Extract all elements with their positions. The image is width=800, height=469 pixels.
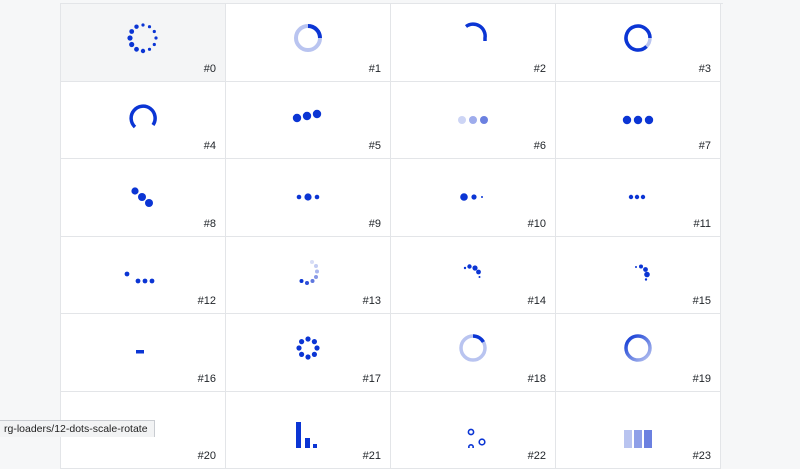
loader-label: #11 bbox=[693, 218, 711, 230]
arc-three-quarter-icon bbox=[121, 94, 165, 138]
loader-label: #12 bbox=[198, 295, 216, 307]
loader-cell-7[interactable]: #7 bbox=[556, 82, 721, 160]
loader-label: #16 bbox=[198, 373, 216, 385]
three-dots-small-icon bbox=[616, 171, 660, 215]
three-dots-icon bbox=[616, 94, 660, 138]
four-dots-bounce-icon bbox=[121, 249, 165, 293]
loader-cell-19[interactable]: #19 bbox=[556, 314, 721, 392]
loader-label: #2 bbox=[534, 63, 546, 75]
loader-label: #15 bbox=[693, 295, 711, 307]
loader-cell-0[interactable]: #0 bbox=[61, 4, 226, 82]
loader-label: #19 bbox=[693, 373, 711, 385]
loader-cell-1[interactable]: #1 bbox=[226, 4, 391, 82]
dots-arc-top-icon bbox=[451, 249, 495, 293]
loader-label: #10 bbox=[528, 218, 546, 230]
loader-label: #7 bbox=[699, 140, 711, 152]
three-dots-fade-icon bbox=[451, 94, 495, 138]
loader-label: #21 bbox=[363, 450, 381, 462]
loader-cell-4[interactable]: #4 bbox=[61, 82, 226, 160]
dots-circle-icon bbox=[121, 16, 165, 60]
status-bar-url: rg-loaders/12-dots-scale-rotate bbox=[0, 420, 155, 437]
loader-label: #9 bbox=[369, 218, 381, 230]
ring-short-arc-icon bbox=[451, 326, 495, 370]
loader-cell-17[interactable]: #17 bbox=[226, 314, 391, 392]
eight-dots-ring-icon bbox=[286, 326, 330, 370]
loader-cell-13[interactable]: #13 bbox=[226, 237, 391, 315]
bars-equalizer-icon bbox=[286, 404, 330, 448]
dash-icon bbox=[121, 326, 165, 370]
ring-gradient-icon bbox=[616, 326, 660, 370]
loader-cell-10[interactable]: #10 bbox=[391, 159, 556, 237]
loader-label: #0 bbox=[204, 63, 216, 75]
loader-label: #13 bbox=[363, 295, 381, 307]
ring-track-large-arc-icon bbox=[616, 16, 660, 60]
three-dots-pulse-icon bbox=[286, 171, 330, 215]
loader-cell-22[interactable]: #22 bbox=[391, 392, 556, 469]
loader-label: #6 bbox=[534, 140, 546, 152]
loader-label: #1 bbox=[369, 63, 381, 75]
loader-label: #18 bbox=[528, 373, 546, 385]
loader-label: #20 bbox=[198, 450, 216, 462]
loader-label: #5 bbox=[369, 140, 381, 152]
dots-arc-fade-icon bbox=[286, 249, 330, 293]
arc-quarter-icon bbox=[451, 16, 495, 60]
loader-label: #8 bbox=[204, 218, 216, 230]
dots-arc-right-icon bbox=[616, 249, 660, 293]
loader-cell-8[interactable]: #8 bbox=[61, 159, 226, 237]
loader-label: #14 bbox=[528, 295, 546, 307]
loader-cell-18[interactable]: #18 bbox=[391, 314, 556, 392]
rings-bubbles-icon bbox=[451, 404, 495, 448]
loader-cell-12[interactable]: #12 bbox=[61, 237, 226, 315]
loader-cell-6[interactable]: #6 bbox=[391, 82, 556, 160]
loader-cell-14[interactable]: #14 bbox=[391, 237, 556, 315]
ring-track-arc-icon bbox=[286, 16, 330, 60]
loader-grid: #0 #1 #2 #3 #4 #5 bbox=[60, 3, 723, 469]
loader-cell-21[interactable]: #21 bbox=[226, 392, 391, 469]
loader-cell-9[interactable]: #9 bbox=[226, 159, 391, 237]
loader-label: #23 bbox=[693, 450, 711, 462]
loader-cell-23[interactable]: #23 bbox=[556, 392, 721, 469]
loader-label: #17 bbox=[363, 373, 381, 385]
loader-label: #22 bbox=[528, 450, 546, 462]
three-dots-shrink-icon bbox=[451, 171, 495, 215]
loader-cell-3[interactable]: #3 bbox=[556, 4, 721, 82]
three-dots-rising-icon bbox=[286, 94, 330, 138]
loader-label: #3 bbox=[699, 63, 711, 75]
loader-cell-16[interactable]: #16 bbox=[61, 314, 226, 392]
loader-cell-2[interactable]: #2 bbox=[391, 4, 556, 82]
loader-cell-15[interactable]: #15 bbox=[556, 237, 721, 315]
loader-label: #4 bbox=[204, 140, 216, 152]
three-bars-icon bbox=[616, 404, 660, 448]
loader-cell-5[interactable]: #5 bbox=[226, 82, 391, 160]
loader-cell-11[interactable]: #11 bbox=[556, 159, 721, 237]
three-dots-diagonal-icon bbox=[121, 171, 165, 215]
